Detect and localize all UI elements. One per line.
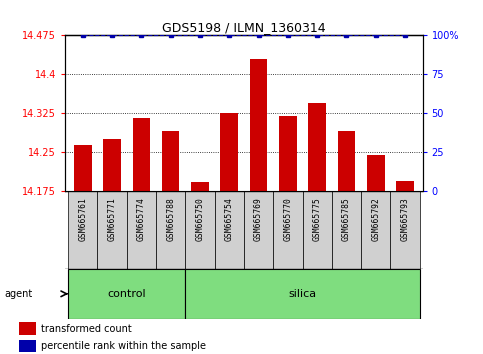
Text: GSM665793: GSM665793 [400,198,410,241]
Bar [244,191,273,269]
Bar [103,139,121,191]
Bar [302,191,332,269]
Bar [133,119,150,191]
Text: GSM665771: GSM665771 [108,198,116,241]
Bar [332,191,361,269]
Text: percentile rank within the sample: percentile rank within the sample [41,341,206,351]
Text: GSM665761: GSM665761 [78,198,87,241]
Bar [74,145,92,191]
Bar [191,182,209,191]
Bar [396,181,414,191]
Text: GSM665769: GSM665769 [254,198,263,241]
Text: agent: agent [5,289,33,299]
Bar [185,191,214,269]
Bar [250,59,268,191]
Text: GSM665774: GSM665774 [137,198,146,241]
Bar [390,191,420,269]
Text: GSM665754: GSM665754 [225,198,234,241]
Bar [214,191,244,269]
Bar [68,269,185,319]
Title: GDS5198 / ILMN_1360314: GDS5198 / ILMN_1360314 [162,21,326,34]
Text: control: control [107,289,146,299]
Bar [185,269,420,319]
Text: GSM665750: GSM665750 [196,198,204,241]
Bar [156,191,185,269]
Bar [98,191,127,269]
Text: GSM665792: GSM665792 [371,198,380,241]
Bar [127,191,156,269]
Bar [361,191,390,269]
Bar [19,340,36,352]
Text: GSM665770: GSM665770 [284,198,292,241]
Text: GSM665775: GSM665775 [313,198,322,241]
Bar [162,131,180,191]
Bar [19,322,36,335]
Text: transformed count: transformed count [41,324,132,333]
Bar [367,155,384,191]
Bar [220,113,238,191]
Bar [338,131,355,191]
Text: GSM665785: GSM665785 [342,198,351,241]
Text: GSM665788: GSM665788 [166,198,175,241]
Bar [273,191,302,269]
Bar [68,191,98,269]
Bar [279,116,297,191]
Text: silica: silica [288,289,316,299]
Bar [308,103,326,191]
